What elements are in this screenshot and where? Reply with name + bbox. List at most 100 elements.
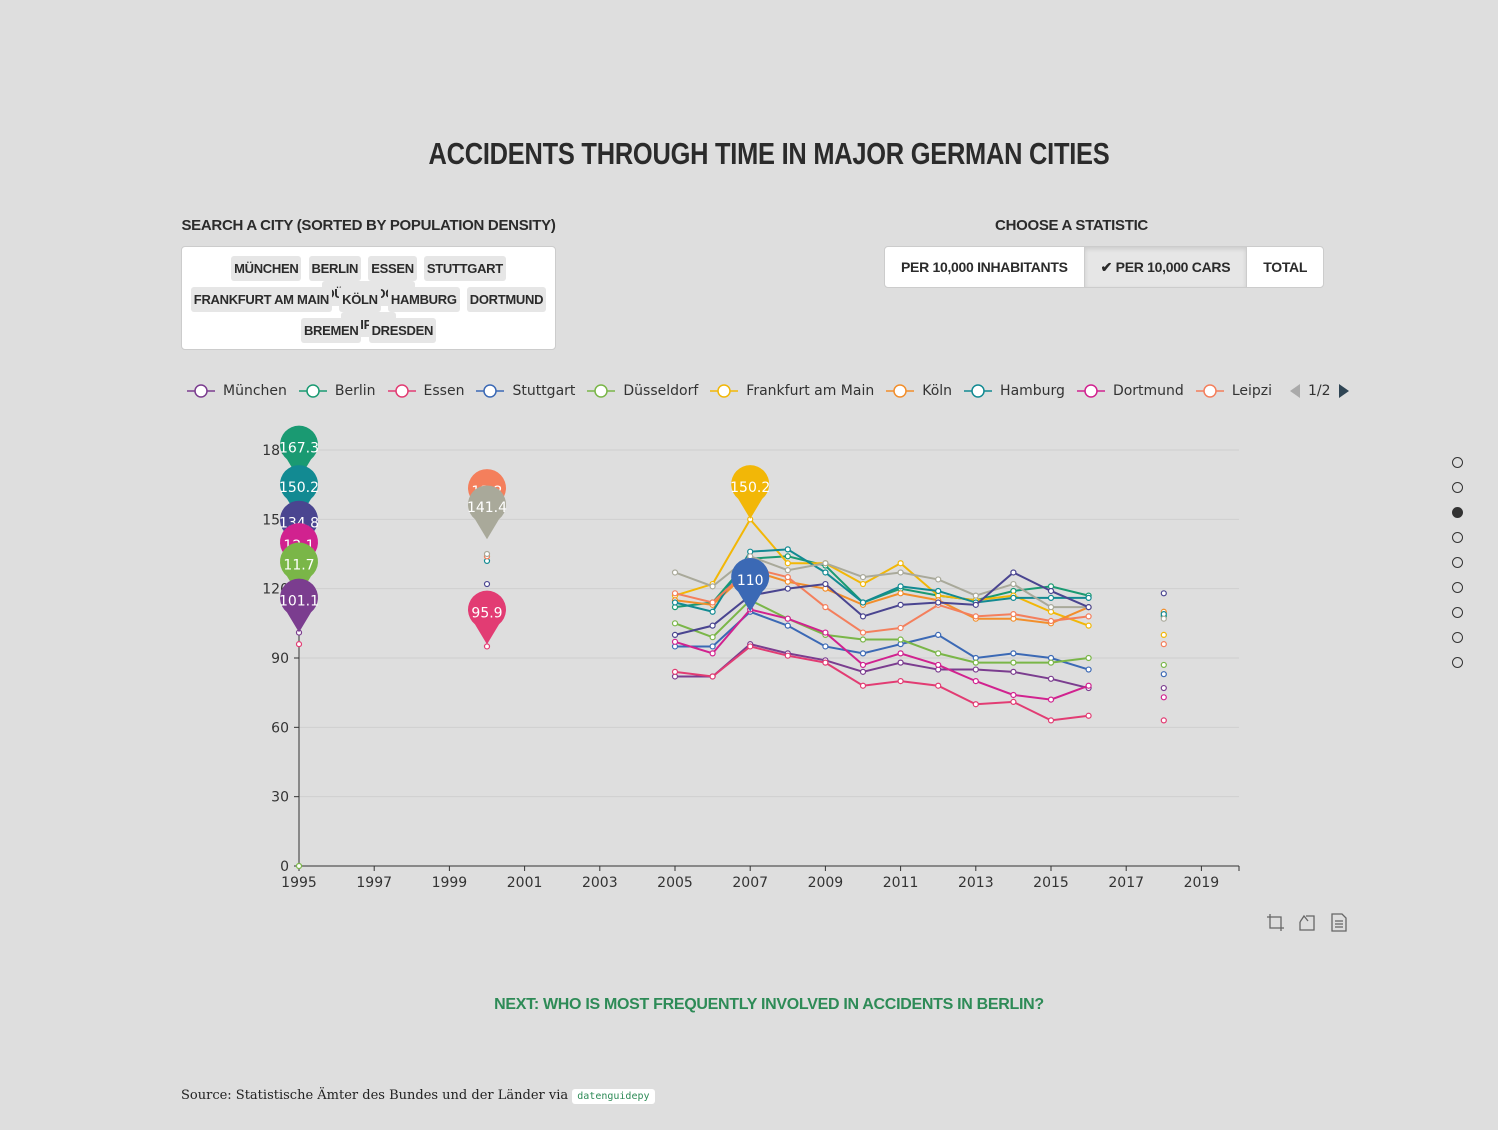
data-point — [859, 668, 867, 675]
city-tag[interactable]: Essen — [368, 256, 417, 281]
timeline-dot[interactable] — [1452, 482, 1463, 493]
data-point — [1047, 717, 1055, 724]
timeline-dot[interactable] — [1452, 582, 1463, 593]
legend-pager: 1/2 — [1288, 380, 1351, 402]
data-point — [1010, 610, 1017, 618]
legend-label: Frankfurt am Main — [746, 383, 875, 399]
stat-total-button[interactable]: Total — [1246, 247, 1323, 287]
legend-next-icon[interactable] — [1337, 383, 1351, 399]
zoom-icon[interactable] — [1265, 912, 1285, 932]
data-point — [784, 567, 791, 574]
data-point — [1010, 668, 1017, 675]
legend-label: Stuttgart — [512, 383, 576, 399]
city-tag[interactable]: Hamburg — [387, 287, 460, 312]
timeline-dot[interactable] — [1452, 607, 1463, 618]
data-point — [935, 587, 942, 595]
x-tick-label: 2003 — [582, 875, 618, 891]
data-point — [671, 599, 679, 606]
y-tick-label: 0 — [280, 859, 289, 875]
data-point — [822, 604, 829, 611]
stat-per-cars-button[interactable]: ✔ Per 10,000 cars — [1083, 247, 1247, 287]
data-point — [1010, 698, 1017, 706]
city-tag[interactable]: Bremen — [300, 318, 362, 343]
data-point — [859, 650, 867, 657]
data-point — [897, 590, 904, 597]
marker-label: 95.9 — [471, 605, 502, 621]
timeline-dot[interactable] — [1452, 457, 1463, 468]
city-tag[interactable]: Berlin — [308, 256, 362, 281]
legend-item[interactable]: Köln — [885, 380, 952, 402]
timeline-dot[interactable] — [1452, 657, 1463, 668]
data-point — [784, 553, 791, 560]
legend-swatch — [710, 384, 739, 398]
legend-label: Düsseldorf — [623, 383, 699, 399]
series-line — [674, 599, 1089, 664]
data-point — [822, 629, 829, 636]
legend-swatch-dot — [194, 384, 208, 398]
data-point — [972, 613, 979, 620]
legend-swatch — [387, 384, 416, 398]
data-point — [1010, 659, 1017, 666]
restore-icon[interactable] — [1297, 912, 1317, 932]
data-point — [709, 608, 716, 615]
data-point — [897, 678, 904, 685]
series-line — [675, 643, 1089, 690]
timeline-dot[interactable] — [1452, 557, 1463, 568]
data-point — [671, 620, 679, 627]
legend-item[interactable]: Dortmund — [1076, 380, 1184, 402]
city-search-box[interactable]: München Berlin Essen Stuttgart Düsseldor… — [181, 246, 556, 350]
data-point — [897, 659, 904, 666]
legend-label: Dortmund — [1112, 383, 1184, 399]
legend-item[interactable]: Leipzi — [1195, 380, 1272, 402]
x-tick-label: 1999 — [432, 875, 468, 891]
search-label: Search a city (sorted by population dens… — [181, 217, 556, 234]
city-tag[interactable]: Dortmund — [466, 287, 547, 312]
source-code-link[interactable]: datenguidepy — [572, 1089, 655, 1104]
legend-item[interactable]: Stuttgart — [475, 380, 575, 402]
data-point — [1047, 587, 1055, 595]
stat-per-cars-label: Per 10,000 cars — [1115, 259, 1231, 275]
timeline-dot[interactable] — [1452, 532, 1463, 543]
check-icon: ✔ — [1100, 259, 1113, 275]
x-tick-label: 2001 — [507, 875, 543, 891]
data-point — [972, 592, 979, 599]
data-point — [859, 613, 867, 620]
marker-label: 101.1 — [279, 593, 319, 609]
data-point — [897, 636, 904, 643]
data-point — [822, 569, 829, 576]
x-tick-label: 2005 — [657, 875, 693, 891]
legend-item[interactable]: Berlin — [298, 380, 376, 402]
city-tag[interactable]: München — [231, 256, 302, 281]
legend-prev-icon[interactable] — [1288, 383, 1302, 399]
legend-item[interactable]: Hamburg — [963, 380, 1065, 402]
data-point — [295, 862, 303, 870]
legend-swatch-dot — [893, 384, 907, 398]
city-tag[interactable]: Frankfurt am Main — [190, 287, 333, 312]
data-point — [822, 643, 829, 650]
data-point — [671, 569, 679, 576]
city-tag[interactable]: Köln — [339, 287, 381, 312]
x-tick-label: 2017 — [1108, 875, 1144, 891]
legend-item[interactable]: Frankfurt am Main — [709, 380, 874, 402]
legend-swatch-dot — [306, 384, 320, 398]
city-tag[interactable]: Stuttgart — [423, 256, 506, 281]
legend-item[interactable]: München — [186, 380, 287, 402]
data-point — [784, 546, 791, 553]
legend-item[interactable]: Essen — [387, 380, 464, 402]
timeline-dot[interactable] — [1452, 632, 1463, 643]
data-point — [295, 641, 303, 648]
marker-pin — [468, 590, 507, 645]
data-point — [1160, 684, 1167, 692]
legend-swatch-dot — [971, 384, 985, 398]
city-tag[interactable]: Dresden — [368, 318, 437, 343]
data-point — [483, 550, 491, 558]
next-section-link[interactable]: Next: Who is most frequently involved in… — [494, 996, 1044, 1013]
stat-per-inhabitants-button[interactable]: Per 10,000 inhabitants — [901, 259, 1068, 275]
timeline-dot[interactable] — [1452, 507, 1463, 518]
data-point — [972, 659, 979, 666]
y-tick-label: 90 — [271, 651, 289, 667]
legend-item[interactable]: Düsseldorf — [586, 380, 698, 402]
data-point — [972, 678, 979, 685]
data-view-icon[interactable] — [1329, 912, 1349, 932]
data-point — [784, 652, 791, 659]
